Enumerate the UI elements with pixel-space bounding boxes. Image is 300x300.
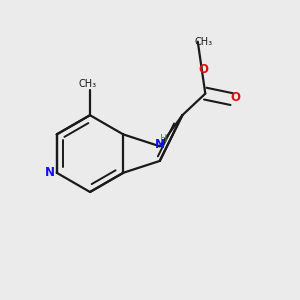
Text: CH₃: CH₃ [195,37,213,47]
Text: N: N [45,166,55,179]
Text: H: H [160,134,167,144]
Text: O: O [230,91,240,104]
Text: N: N [155,138,165,151]
Text: CH₃: CH₃ [79,79,97,89]
Text: O: O [199,63,209,76]
